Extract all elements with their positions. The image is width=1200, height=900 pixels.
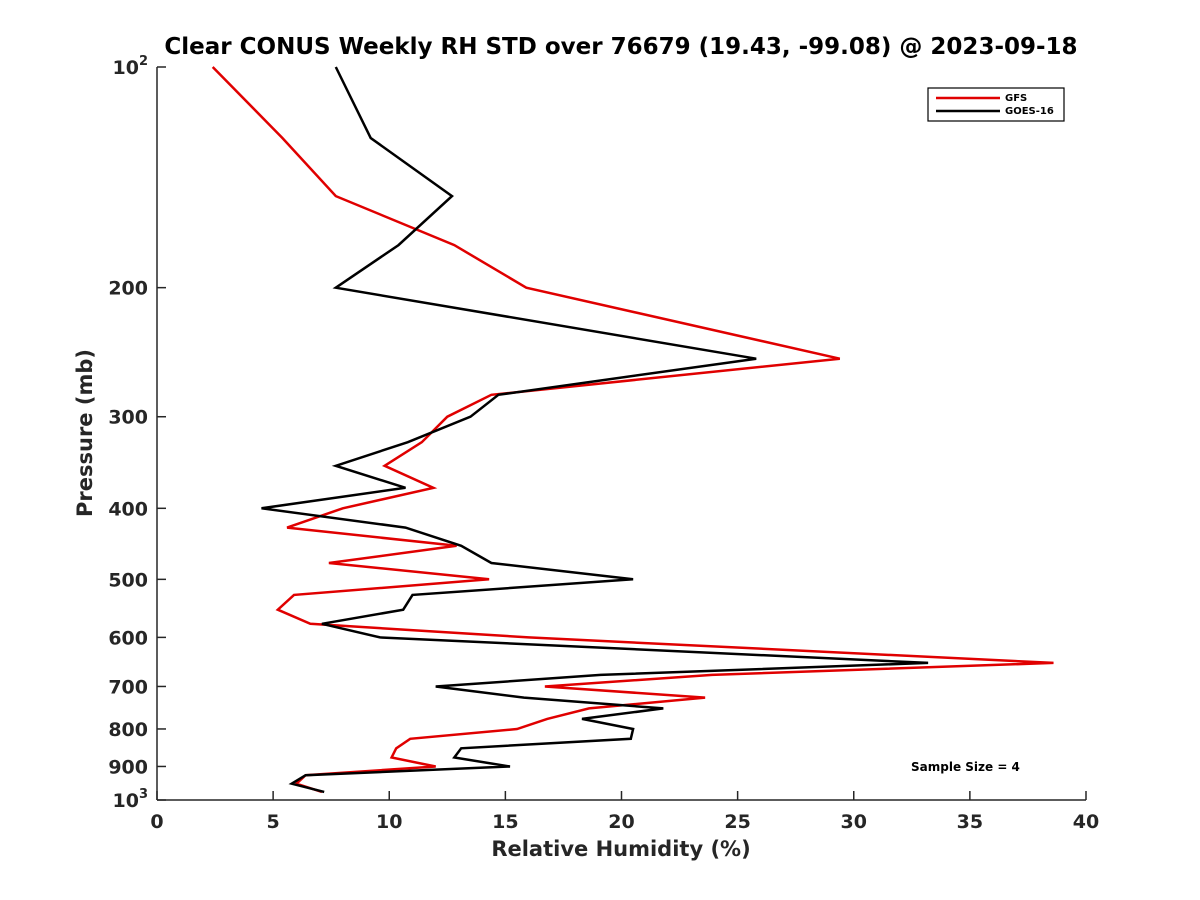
sample-size-annotation: Sample Size = 4: [911, 760, 1020, 774]
y-tick-label: 102: [113, 54, 149, 79]
y-tick-label: 800: [108, 719, 148, 741]
y-tick-layer: 102 200 300 400 500 600 700 800 900 103: [108, 54, 166, 812]
x-tick-label: 25: [724, 811, 750, 833]
series-layer: [211, 66, 1054, 794]
y-tick-label: 400: [108, 498, 148, 520]
series-line-goes-16: [261, 66, 929, 794]
x-tick-label: 30: [841, 811, 867, 833]
series-line-gfs: [211, 66, 1054, 794]
legend-label-goes-16: GOES-16: [1005, 106, 1054, 117]
x-axis-label: Relative Humidity (%): [491, 837, 750, 861]
y-tick-label: 600: [108, 627, 148, 649]
y-tick-label: 900: [108, 756, 148, 778]
plot-area: [157, 67, 1086, 800]
x-tick-label: 35: [957, 811, 983, 833]
y-tick-label: 300: [108, 407, 148, 429]
legend: GFS GOES-16: [927, 87, 1065, 122]
x-tick-label: 15: [492, 811, 518, 833]
x-tick-label: 40: [1073, 811, 1099, 833]
legend-label-gfs: GFS: [1005, 93, 1027, 104]
x-tick-label: 20: [608, 811, 634, 833]
x-tick-label: 5: [267, 811, 280, 833]
x-tick-label: 0: [150, 811, 163, 833]
x-tick-layer: 0 5 10 15 20 25 30 35 40: [150, 791, 1099, 833]
chart-title: Clear CONUS Weekly RH STD over 76679 (19…: [164, 34, 1077, 60]
y-axis-label: Pressure (mb): [73, 349, 97, 517]
y-tick-label: 103: [113, 787, 149, 812]
y-tick-label: 700: [108, 676, 148, 698]
x-tick-label: 10: [376, 811, 402, 833]
y-tick-label: 500: [108, 569, 148, 591]
y-tick-label: 200: [108, 278, 148, 300]
legend-box: [927, 87, 1065, 122]
